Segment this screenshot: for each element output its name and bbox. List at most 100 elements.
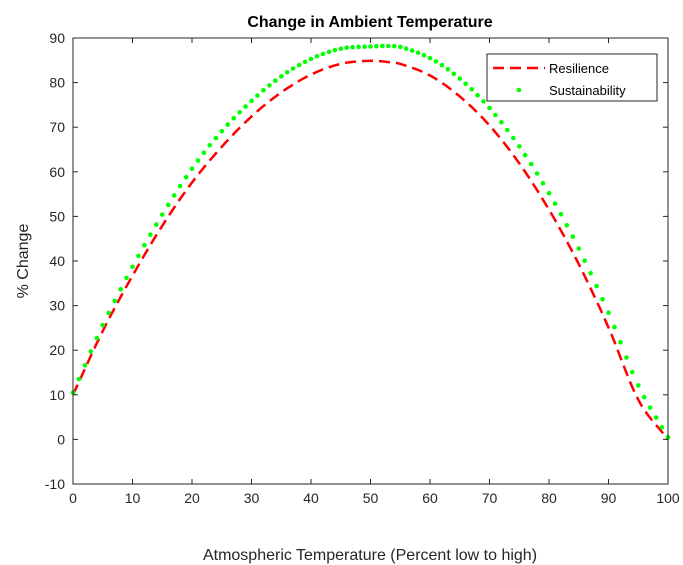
x-tick-label: 10 (125, 490, 141, 506)
y-tick-label: 10 (49, 387, 65, 403)
series-line-resilience (71, 59, 669, 441)
data-point-sustainability (231, 116, 236, 121)
data-point-sustainability (332, 47, 338, 53)
data-point-sustainability (243, 104, 248, 109)
data-point-sustainability (302, 59, 308, 65)
data-point-sustainability (249, 98, 254, 104)
data-point-sustainability (338, 46, 344, 51)
data-point-sustainability (415, 50, 421, 55)
data-point-sustainability (427, 55, 433, 61)
data-point-sustainability (398, 44, 403, 50)
y-tick-label: 40 (49, 253, 65, 269)
series-layer (70, 43, 671, 441)
legend-box (486, 53, 658, 102)
y-tick-label: 20 (49, 342, 65, 358)
ticks-layer: 0 10 20 30 40 50 60 70 80 90 100-10010203040506070… (45, 30, 680, 506)
data-point-sustainability (517, 144, 522, 149)
data-point-sustainability (636, 383, 641, 388)
data-point-sustainability (576, 246, 582, 251)
data-point-sustainability (481, 99, 486, 104)
y-tick-label: 50 (49, 208, 65, 224)
data-point-sustainability (154, 222, 159, 227)
data-point-sustainability (94, 335, 100, 341)
data-point-sustainability (409, 48, 415, 53)
data-point-sustainability (350, 44, 355, 50)
data-point-sustainability (493, 112, 498, 118)
data-point-sustainability (148, 232, 153, 237)
data-point-sustainability (600, 296, 605, 302)
data-point-sustainability (118, 287, 123, 292)
data-point-sustainability (528, 161, 534, 167)
data-point-sustainability (296, 62, 302, 68)
data-point-sustainability (368, 44, 373, 49)
data-point-sustainability (142, 242, 147, 248)
x-tick-label: 40 (303, 490, 319, 506)
data-point-sustainability (88, 349, 94, 354)
chart-title: Change in Ambient Temperature (247, 14, 492, 31)
x-tick-label: 90 (601, 490, 617, 506)
data-point-sustainability (505, 127, 510, 133)
data-point-sustainability (225, 122, 230, 127)
data-point-sustainability (445, 67, 451, 72)
data-point-sustainability (279, 74, 284, 79)
data-point-sustainability (570, 234, 576, 239)
data-point-sustainability (177, 183, 183, 189)
data-point-sustainability (136, 253, 141, 259)
data-point-sustainability (594, 283, 599, 289)
y-tick-label: 30 (49, 298, 65, 314)
data-point-sustainability (653, 415, 659, 420)
data-point-sustainability (124, 275, 129, 281)
data-point-sustainability (207, 143, 213, 148)
data-point-sustainability (511, 135, 516, 141)
data-point-sustainability (457, 76, 463, 81)
data-point-sustainability (165, 202, 171, 208)
data-point-sustainability (189, 166, 195, 171)
y-axis-label: % Change (15, 224, 32, 299)
data-point-sustainability (641, 394, 647, 400)
data-point-sustainability (171, 193, 177, 198)
data-point-sustainability (630, 369, 635, 375)
data-point-sustainability (362, 44, 367, 49)
x-tick-label: 0 (69, 490, 77, 506)
data-point-sustainability (344, 45, 350, 50)
data-point-sustainability (267, 83, 272, 88)
legend-swatch-sustainability (516, 87, 522, 93)
data-point-sustainability (618, 339, 623, 345)
data-point-sustainability (612, 324, 617, 330)
series-resilience (71, 59, 669, 441)
data-point-sustainability (433, 59, 439, 64)
data-point-sustainability (469, 87, 475, 92)
data-point-sustainability (487, 105, 492, 111)
data-point-sustainability (588, 270, 593, 276)
data-point-sustainability (213, 135, 219, 141)
data-point-sustainability (659, 424, 665, 430)
data-point-sustainability (219, 128, 225, 134)
data-point-sustainability (540, 180, 546, 186)
data-point-sustainability (564, 223, 570, 228)
data-point-sustainability (558, 212, 564, 217)
data-point-sustainability (392, 43, 397, 49)
x-tick-label: 100 (656, 490, 680, 506)
x-tick-label: 20 (184, 490, 200, 506)
data-point-sustainability (195, 158, 201, 163)
data-point-sustainability (314, 54, 320, 59)
data-point-sustainability (130, 264, 135, 270)
data-point-sustainability (534, 171, 540, 176)
data-point-sustainability (273, 78, 278, 83)
data-point-sustainability (106, 310, 111, 316)
series-sustainability (70, 43, 671, 440)
y-tick-label: 0 (57, 431, 65, 447)
data-point-sustainability (261, 88, 266, 93)
data-point-sustainability (160, 212, 165, 217)
data-point-sustainability (183, 174, 189, 180)
data-point-sustainability (522, 152, 528, 158)
data-point-sustainability (112, 298, 117, 304)
data-point-sustainability (647, 405, 653, 410)
x-tick-label: 80 (541, 490, 557, 506)
data-point-sustainability (463, 81, 469, 87)
data-point-sustainability (374, 43, 379, 49)
data-point-sustainability (82, 362, 88, 368)
x-tick-label: 30 (244, 490, 260, 506)
data-point-sustainability (451, 71, 457, 77)
data-point-sustainability (624, 355, 629, 360)
